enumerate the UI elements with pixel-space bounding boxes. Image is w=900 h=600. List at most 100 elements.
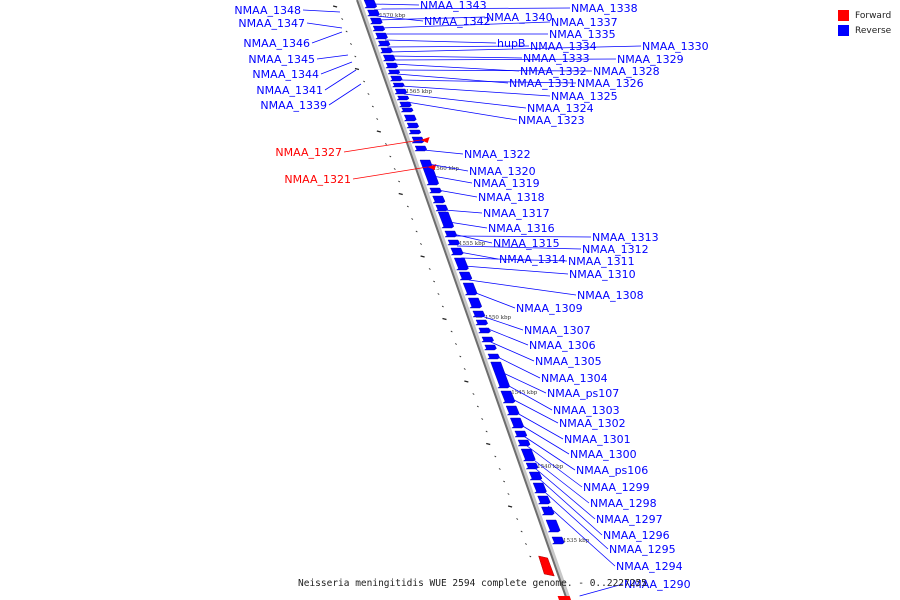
leader-line	[468, 279, 577, 296]
gene-label: NMAA_1294	[616, 560, 683, 573]
position-marker	[376, 118, 379, 120]
leader-line	[302, 9, 341, 13]
reverse-gene-feature	[545, 519, 561, 533]
gene-label: NMAA_1339	[260, 99, 327, 112]
legend-forward: Forward	[838, 8, 891, 23]
leader-line	[452, 233, 493, 244]
gene-label: NMAA_1331	[509, 77, 576, 90]
gene-label-leaders	[302, 3, 642, 597]
gene-label: NMAA_1347	[238, 17, 305, 30]
leader-line	[523, 435, 576, 471]
gene-label: NMAA_1337	[551, 16, 618, 29]
reverse-gene-feature	[490, 361, 511, 389]
position-marker	[398, 180, 401, 183]
position-marker	[455, 343, 457, 345]
reverse-gene-feature	[450, 247, 464, 256]
position-marker	[350, 43, 352, 45]
gene-label: NMAA_1346	[243, 37, 310, 50]
position-marker	[406, 205, 409, 208]
reverse-gene-feature	[403, 114, 417, 122]
position-marker	[371, 105, 374, 108]
reverse-gene-feature	[444, 230, 458, 238]
leader-line	[380, 21, 551, 29]
position-marker	[363, 80, 366, 83]
leader-line	[384, 39, 497, 44]
forward-swatch	[838, 10, 849, 21]
leader-line	[453, 235, 592, 238]
gene-label: NMAA_1323	[518, 114, 585, 127]
leader-line	[376, 15, 424, 22]
gene-label: NMAA_1298	[590, 497, 657, 510]
leader-line	[387, 45, 530, 48]
reverse-gene-feature	[541, 506, 555, 516]
position-marker	[498, 468, 501, 470]
gene-label: NMAA_1330	[642, 40, 709, 53]
reverse-gene-feature	[396, 95, 410, 101]
reverse-gene-feature	[525, 462, 539, 470]
leader-line	[428, 163, 469, 172]
gene-label: NMAA_1341	[256, 84, 323, 97]
gene-label: NMAA_1319	[473, 177, 540, 190]
position-marker	[420, 255, 425, 258]
leader-line	[320, 61, 353, 75]
reverse-gene-feature	[505, 405, 520, 416]
position-marker	[529, 555, 532, 558]
leader-line	[328, 83, 362, 106]
gene-label: NMAA_1295	[609, 543, 676, 556]
position-marker	[442, 317, 447, 321]
reverse-gene-feature	[551, 536, 565, 545]
gene-label: NMAA_1304	[541, 372, 608, 385]
position-marker	[420, 243, 422, 245]
reverse-gene-feature	[435, 204, 449, 212]
leader-line	[401, 85, 551, 97]
leader-line	[311, 31, 343, 44]
leader-line	[547, 505, 616, 567]
gene-label: NMAA_1305	[535, 355, 602, 368]
gene-label: hupB	[497, 37, 525, 50]
leader-line	[538, 477, 603, 536]
position-marker	[345, 30, 348, 33]
ruler-tick-label: 1545 kbp	[511, 390, 538, 396]
leader-line	[495, 355, 541, 379]
position-marker	[441, 305, 444, 308]
leader-line	[534, 467, 596, 520]
gene-label: NMAA_1302	[559, 417, 626, 430]
position-marker	[472, 393, 475, 395]
position-marker	[476, 405, 479, 408]
position-marker	[520, 530, 523, 533]
reverse-gene-feature	[432, 195, 446, 204]
leader-line	[390, 55, 523, 59]
gene-label: NMAA_1318	[478, 191, 545, 204]
position-marker	[459, 355, 462, 358]
leader-line	[374, 7, 571, 10]
reverse-gene-feature	[369, 17, 383, 25]
leader-line	[510, 397, 559, 424]
gene-label: NMAA_1343	[420, 0, 487, 12]
position-marker	[428, 268, 431, 270]
gene-label: NMAA_1338	[571, 2, 638, 15]
gene-label: NMAA_1311	[568, 255, 635, 268]
genome-backbone	[356, 0, 571, 600]
position-marker	[503, 480, 506, 483]
leader-line	[459, 251, 499, 260]
ruler-tick-label: 1550 kbp	[485, 315, 512, 321]
leader-line	[485, 327, 529, 346]
gene-label: NMAA_1342	[424, 15, 491, 28]
gene-label: NMAA_1324	[527, 102, 594, 115]
leader-line	[316, 54, 349, 60]
position-marker	[332, 5, 338, 8]
position-marker	[354, 55, 357, 58]
backbone-shadow	[357, 0, 571, 600]
position-marker	[463, 368, 466, 370]
backbone-line	[356, 0, 568, 600]
leader-line	[505, 383, 553, 411]
forward-gene-feature	[538, 555, 555, 577]
position-marker	[433, 280, 436, 283]
leader-line	[457, 245, 582, 250]
leader-line	[423, 149, 464, 155]
position-marker	[481, 418, 484, 420]
position-marker	[525, 543, 527, 545]
position-marker	[367, 93, 370, 95]
leader-line	[444, 209, 483, 214]
gene-label: NMAA_1300	[570, 448, 637, 461]
